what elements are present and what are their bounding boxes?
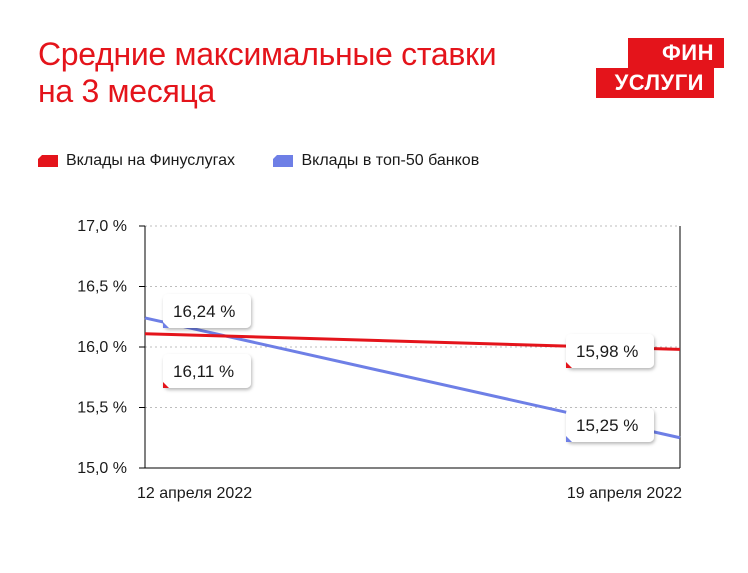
data-label-1-0: 16,24 % [163,294,251,328]
y-tick-label-2: 16,0 % [77,339,127,356]
data-label-box [163,354,251,388]
logo-line-1: ФИН [628,38,724,68]
logo-line-2: УСЛУГИ [596,68,714,98]
data-label-text: 16,24 % [173,302,235,321]
tick-labels: 15,0 % 15,5 % 16,0 % 16,5 % 17,0 % 12 апреля … [77,218,682,502]
finuslugi-logo: ФИН УСЛУГИ [596,38,724,98]
data-label-text: 15,98 % [576,342,638,361]
data-label-0-1: 15,98 % [566,334,654,368]
x-tick-label-0: 12 апреля 2022 [137,485,252,502]
title-line-2: на 3 месяца [38,73,215,109]
data-label-corner [566,436,572,442]
legend-label-finuslugi: Вклады на Финуслугах [66,152,236,169]
chart-title: Средние максимальные ставки на 3 месяца [38,36,578,110]
data-label-text: 15,25 % [576,416,638,435]
y-tick-label-4: 17,0 % [77,218,127,235]
data-label-0-0: 16,11 % [163,354,251,388]
x-tick-label-1: 19 апреля 2022 [567,485,682,502]
y-tick-label-1: 15,5 % [77,400,127,417]
data-label-corner [163,322,169,328]
data-label-text: 16,11 % [173,362,234,381]
data-label-corner [566,362,572,368]
axes [139,225,681,469]
data-label-box [566,408,654,442]
data-labels: 16,24 % 16,11 % 15,98 % 15,25 % [163,294,654,442]
legend-swatch-red [38,155,58,167]
data-label-1-1: 15,25 % [566,408,654,442]
data-label-corner [163,382,169,388]
legend-swatch-blue [273,155,294,167]
data-label-box [163,294,251,328]
title-line-1: Средние максимальные ставки [38,36,497,72]
legend-item-top50: Вклады в топ-50 банков [273,152,479,170]
y-tick-label-3: 16,5 % [77,279,127,296]
legend: Вклады на Финуслугах Вклады в топ-50 бан… [38,152,513,172]
legend-label-top50: Вклады в топ-50 банков [301,152,480,169]
data-label-box [566,334,654,368]
y-tick-label-0: 15,0 % [77,460,127,477]
legend-item-finuslugi: Вклады на Финуслугах [38,152,235,170]
